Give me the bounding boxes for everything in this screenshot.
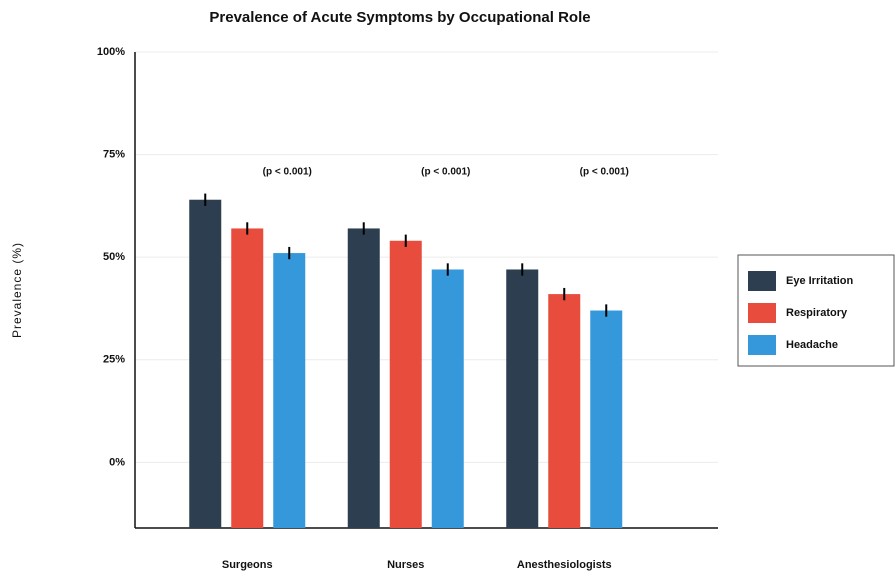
x-tick-label: Nurses: [387, 559, 424, 571]
bar: [590, 310, 623, 528]
y-axis-title: Prevalence (%): [10, 242, 24, 338]
bar: [548, 294, 581, 528]
x-tick-label: Anesthesiologists: [517, 559, 612, 571]
legend-swatch: [748, 303, 776, 323]
chart-title: Prevalence of Acute Symptoms by Occupati…: [209, 9, 590, 26]
bar: [347, 228, 380, 528]
y-tick-label: 0%: [109, 456, 125, 468]
x-tick-label: Surgeons: [222, 559, 273, 571]
bar: [389, 240, 422, 529]
bar: [189, 199, 222, 529]
y-tick-label: 25%: [103, 354, 125, 366]
bar: [231, 228, 264, 528]
bar: [431, 269, 464, 528]
y-tick-label: 100%: [97, 46, 125, 58]
legend-label: Eye Irritation: [786, 275, 854, 287]
y-tick-label: 75%: [103, 148, 125, 160]
legend-label: Respiratory: [786, 307, 848, 319]
bar: [506, 269, 539, 528]
legend-swatch: [748, 271, 776, 291]
annotation: (p < 0.001): [580, 167, 629, 178]
legend-swatch: [748, 335, 776, 355]
bar: [273, 253, 306, 528]
legend-label: Headache: [786, 339, 838, 351]
annotation: (p < 0.001): [263, 167, 312, 178]
y-tick-label: 50%: [103, 251, 125, 263]
annotation: (p < 0.001): [421, 167, 470, 178]
